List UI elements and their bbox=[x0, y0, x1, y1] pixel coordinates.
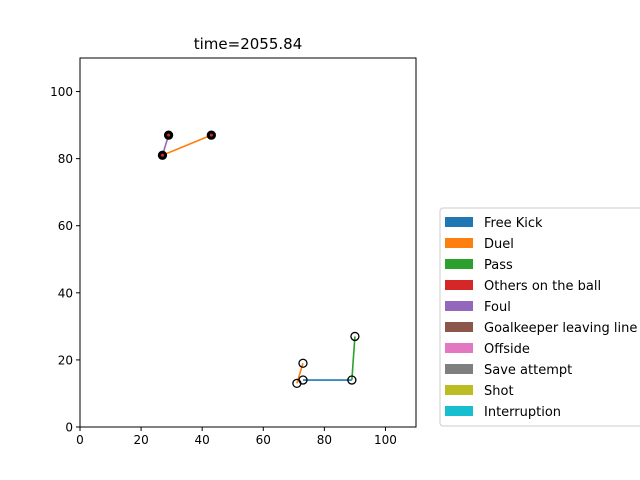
event-point bbox=[347, 375, 357, 385]
legend-entry: Offside bbox=[445, 342, 530, 357]
x-tick-label: 20 bbox=[133, 433, 148, 447]
x-tick-label: 80 bbox=[317, 433, 332, 447]
legend-label: Foul bbox=[484, 300, 511, 315]
plot-area: 0 20 40 60 80 100 0 20 40 60 80 100 bbox=[50, 57, 417, 447]
x-tick-label: 60 bbox=[256, 433, 271, 447]
legend-label: Goalkeeper leaving line bbox=[484, 321, 637, 336]
x-tick-label: 40 bbox=[195, 433, 210, 447]
event-segment bbox=[162, 134, 212, 157]
x-tick-label: 100 bbox=[374, 433, 397, 447]
y-tick-label: 80 bbox=[58, 152, 73, 166]
legend-swatch bbox=[445, 322, 473, 332]
legend-swatch bbox=[445, 385, 473, 395]
legend-swatch bbox=[445, 364, 473, 374]
y-tick-label: 40 bbox=[58, 286, 73, 300]
event-point bbox=[163, 130, 174, 140]
y-tick-label: 0 bbox=[65, 421, 73, 435]
legend-entry: Interruption bbox=[445, 405, 561, 420]
legend-label: Others on the ball bbox=[484, 279, 601, 294]
legend: Free Kick Duel Pass Others on the ball Foul G… bbox=[439, 207, 640, 427]
plot-frame bbox=[79, 57, 417, 428]
legend-swatch bbox=[445, 259, 473, 269]
legend-entry: Free Kick bbox=[445, 216, 543, 231]
event-point bbox=[206, 130, 216, 140]
legend-entry: Foul bbox=[445, 300, 511, 315]
event-point bbox=[157, 150, 168, 160]
event-point bbox=[350, 331, 360, 342]
legend-label: Save attempt bbox=[484, 363, 572, 378]
legend-swatch bbox=[445, 217, 473, 227]
y-tick-label: 60 bbox=[58, 219, 73, 233]
legend-entry: Goalkeeper leaving line bbox=[445, 321, 637, 336]
y-tick-label: 100 bbox=[50, 85, 73, 99]
legend-entry: Pass bbox=[445, 258, 513, 273]
legend-swatch bbox=[445, 343, 473, 353]
legend-label: Interruption bbox=[484, 405, 561, 420]
legend-entry: Save attempt bbox=[445, 363, 572, 378]
legend-label: Shot bbox=[484, 384, 514, 399]
legend-swatch bbox=[445, 280, 473, 290]
legend-entry: Duel bbox=[445, 237, 514, 252]
legend-swatch bbox=[445, 301, 473, 311]
legend-label: Offside bbox=[484, 342, 530, 357]
legend-swatch bbox=[445, 238, 473, 248]
legend-swatch bbox=[445, 406, 473, 416]
y-tick-label: 20 bbox=[58, 353, 73, 367]
legend-frame bbox=[439, 207, 640, 427]
chart-title: time=2055.84 bbox=[194, 35, 303, 53]
event-segment bbox=[351, 336, 356, 381]
event-point bbox=[298, 358, 308, 368]
legend-entry: Shot bbox=[445, 384, 514, 399]
legend-label: Duel bbox=[484, 237, 514, 252]
legend-label: Pass bbox=[484, 258, 513, 273]
legend-entry: Others on the ball bbox=[445, 279, 601, 294]
event-point bbox=[298, 375, 308, 385]
legend-label: Free Kick bbox=[484, 216, 543, 231]
x-tick-label: 0 bbox=[76, 433, 84, 447]
